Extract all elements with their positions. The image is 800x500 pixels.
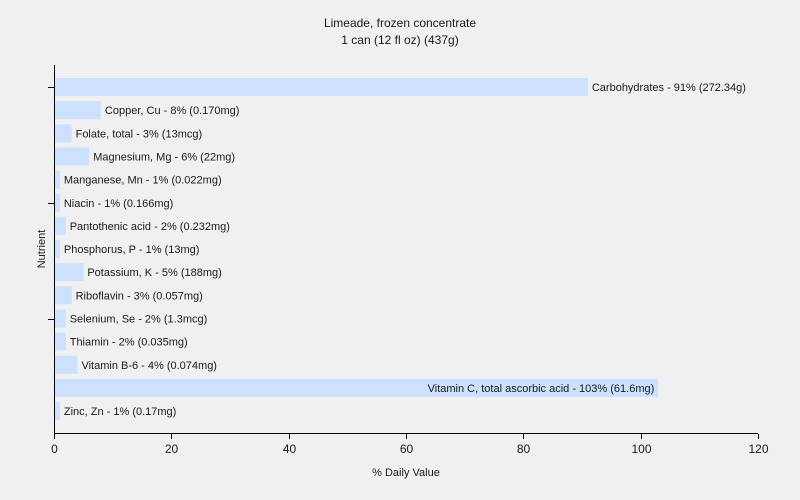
chart-subtitle: 1 can (12 fl oz) (437g) xyxy=(341,33,458,47)
x-tick-label-4: 80 xyxy=(517,442,531,456)
bar-labels-group: Carbohydrates - 91% (272.34g) Copper, Cu … xyxy=(64,82,746,418)
bar-6 xyxy=(55,216,66,235)
bar-label-6: Pantothenic acid - 2% (0.232mg) xyxy=(70,221,230,233)
bar-9 xyxy=(55,286,72,305)
bar-label-5: Niacin - 1% (0.166mg) xyxy=(64,198,173,210)
bar-label-14: Zinc, Zn - 1% (0.17mg) xyxy=(64,406,176,418)
x-tick-label-1: 20 xyxy=(165,442,179,456)
bar-label-13: Vitamin C, total ascorbic acid - 103% (6… xyxy=(428,383,655,395)
bar-label-11: Thiamin - 2% (0.035mg) xyxy=(70,337,188,349)
bar-1 xyxy=(55,101,101,120)
x-tick-label-5: 100 xyxy=(631,442,651,456)
bar-label-2: Folate, total - 3% (13mcg) xyxy=(76,128,203,140)
bar-2 xyxy=(55,124,72,143)
y-axis-label: Nutrient xyxy=(36,230,48,269)
x-tick-label-0: 0 xyxy=(51,442,58,456)
y-ticks-group xyxy=(48,87,54,320)
bar-5 xyxy=(55,193,60,212)
x-tick-label-6: 120 xyxy=(748,442,768,456)
bar-7 xyxy=(55,240,60,259)
bar-label-10: Selenium, Se - 2% (1.3mcg) xyxy=(70,314,208,326)
x-ticks-group: 0 20 40 60 80 100 120 xyxy=(51,434,769,456)
bar-3 xyxy=(55,147,90,166)
bar-12 xyxy=(55,355,78,374)
bar-4 xyxy=(55,170,60,189)
bar-13 xyxy=(55,378,659,397)
bars-group xyxy=(55,78,659,421)
bar-label-9: Riboflavin - 3% (0.057mg) xyxy=(76,290,203,302)
bar-11 xyxy=(55,332,66,351)
bar-label-8: Potassium, K - 5% (188mg) xyxy=(87,267,222,279)
bar-label-7: Phosphorus, P - 1% (13mg) xyxy=(64,244,200,256)
bar-label-1: Copper, Cu - 8% (0.170mg) xyxy=(105,105,240,117)
x-tick-label-3: 60 xyxy=(400,442,414,456)
chart-title: Limeade, frozen concentrate xyxy=(324,16,476,30)
bar-14 xyxy=(55,402,60,421)
bar-label-3: Magnesium, Mg - 6% (22mg) xyxy=(93,151,235,163)
x-axis-label: % Daily Value xyxy=(372,467,440,479)
bar-0 xyxy=(55,78,588,96)
bar-label-12: Vitamin B-6 - 4% (0.074mg) xyxy=(81,360,217,372)
bar-8 xyxy=(55,263,84,282)
bar-label-0: Carbohydrates - 91% (272.34g) xyxy=(592,82,746,94)
x-tick-label-2: 40 xyxy=(283,442,297,456)
bar-label-4: Manganese, Mn - 1% (0.022mg) xyxy=(64,175,222,187)
bar-10 xyxy=(55,309,66,328)
